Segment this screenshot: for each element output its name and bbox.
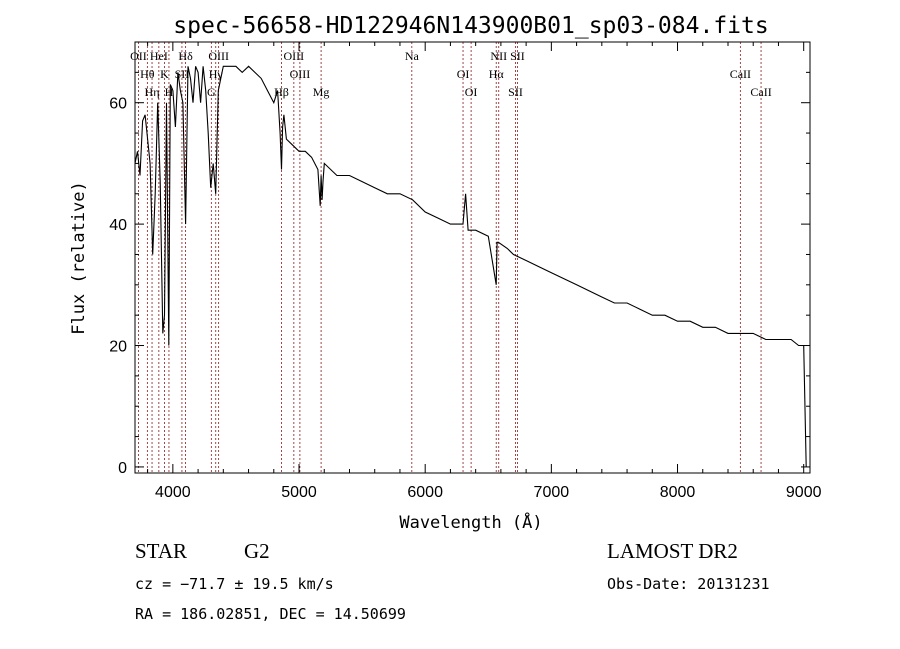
x-tick-label: 7000	[534, 484, 570, 501]
y-tick-label: 0	[118, 460, 127, 477]
emission-line-label: SII	[175, 67, 190, 81]
emission-line-label: CaII	[730, 67, 751, 81]
emission-line-label: K	[160, 67, 169, 81]
x-tick-label: 5000	[281, 484, 317, 501]
redshift-text: cz = −71.7 ± 19.5 km/s	[135, 575, 334, 593]
x-axis-label: Wavelength (Å)	[399, 511, 542, 533]
emission-line-label: G	[207, 85, 216, 99]
emission-line-label: OII	[130, 49, 147, 63]
emission-line-label: H	[165, 85, 174, 99]
emission-line-label: OI	[457, 67, 470, 81]
x-tick-label: 4000	[155, 484, 191, 501]
emission-line-label: OIII	[290, 67, 311, 81]
x-tick-label: 8000	[660, 484, 696, 501]
emission-line-markers	[138, 42, 762, 473]
emission-line-label: OI	[465, 85, 478, 99]
emission-line-label: CaII	[750, 85, 771, 99]
object-subclass: G2	[244, 539, 270, 563]
emission-line-label: Hη	[145, 85, 160, 99]
emission-line-label: Mg	[313, 85, 330, 99]
object-class: STAR	[135, 539, 187, 563]
x-tick-label: 6000	[407, 484, 443, 501]
spectrum-series-line	[134, 65, 807, 467]
x-axis-ticks: 4000 5000 6000 7000 8000 9000	[147, 42, 822, 501]
emission-line-label: Hγ	[209, 67, 224, 81]
emission-line-label: Hβ	[274, 85, 289, 99]
emission-line-label: SII	[508, 85, 523, 99]
y-tick-label: 20	[109, 339, 127, 356]
emission-line-label: OIII	[208, 49, 229, 63]
x-tick-label: 9000	[786, 484, 822, 501]
y-axis-ticks: 0 20 40 60	[109, 71, 810, 477]
coordinates-text: RA = 186.02851, DEC = 14.50699	[135, 605, 406, 623]
chart-title: spec-56658-HD122946N143900B01_sp03-084.f…	[173, 13, 768, 39]
y-axis-label: Flux (relative)	[69, 181, 89, 335]
emission-line-label: Hδ	[178, 49, 193, 63]
y-tick-label: 40	[109, 217, 127, 234]
emission-line-labels: OIIHθHηHeIKHHδSIIGOIIIHγHβOIIIOIIIMgNaOI…	[130, 49, 772, 99]
survey-name: LAMOST DR2	[607, 539, 738, 563]
y-tick-label: 60	[109, 96, 127, 113]
emission-line-label: Na	[405, 49, 420, 63]
emission-line-label: Hθ	[140, 67, 155, 81]
emission-line-label: SII	[510, 49, 525, 63]
emission-line-label: HeI	[150, 49, 168, 63]
obs-date-text: Obs-Date: 20131231	[607, 575, 770, 593]
emission-line-label: Hα	[489, 67, 505, 81]
plot-frame	[134, 41, 811, 474]
emission-line-label: OIII	[284, 49, 305, 63]
emission-line-label: NII	[490, 49, 507, 63]
